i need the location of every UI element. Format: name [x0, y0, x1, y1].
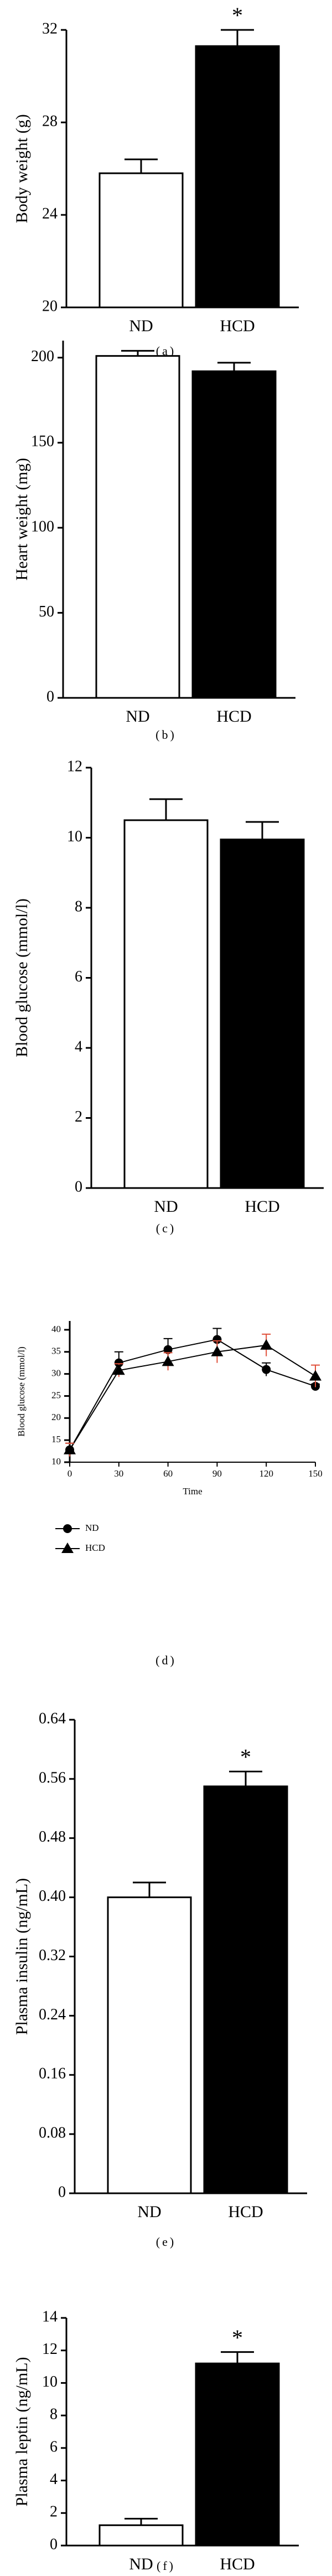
bar: [98, 2524, 184, 2547]
marker: [262, 1365, 271, 1374]
marker: [212, 1335, 222, 1344]
y-tick-label: 0.16: [39, 2065, 66, 2083]
x-tick-label: 0: [68, 1468, 72, 1479]
x-tick-label: 60: [163, 1468, 173, 1479]
line: [69, 1339, 316, 1451]
y-axis-title: Blood glucose (mmol/l): [13, 898, 31, 1057]
bar: [220, 839, 305, 1189]
x-tick-label: 90: [212, 1468, 222, 1479]
y-tick-label: 10: [42, 2373, 58, 2390]
legend-marker: [61, 1542, 74, 1553]
y-tick-label: 0.32: [39, 1947, 66, 1964]
marker: [163, 1345, 173, 1354]
marker: [112, 1364, 125, 1375]
bar: [123, 819, 209, 1189]
x-tick-label: ND: [129, 317, 153, 335]
marker: [162, 1355, 174, 1366]
y-tick-label: 6: [75, 968, 82, 985]
x-axis-title: Time: [183, 1486, 202, 1497]
x-tick-label: HCD: [245, 1197, 279, 1216]
y-tick-label: 50: [39, 603, 54, 620]
y-tick-label: 10: [67, 828, 82, 845]
bar: [195, 2362, 280, 2547]
annotation: *: [232, 3, 243, 28]
x-tick-label: HCD: [220, 2555, 255, 2573]
y-tick-label: 30: [51, 1368, 61, 1379]
y-axis-title: Heart weight (mg): [13, 458, 31, 581]
y-tick-label: 10: [51, 1456, 61, 1467]
y-tick-label: 0.64: [39, 1710, 66, 1727]
bar: [98, 172, 184, 308]
bar: [95, 355, 180, 699]
y-tick-label: 4: [75, 1038, 82, 1055]
marker: [260, 1339, 273, 1350]
y-tick-label: 12: [67, 758, 82, 775]
bar: [191, 370, 277, 699]
y-tick-label: 15: [51, 1434, 61, 1444]
annotation: *: [232, 2325, 243, 2350]
panel-label: (c): [156, 1221, 176, 1235]
y-axis-title: Blood glucose (mmol/l): [16, 1346, 27, 1436]
annotation: *: [240, 1745, 251, 1770]
y-tick-label: 8: [75, 898, 82, 915]
x-tick-label: 150: [308, 1468, 323, 1479]
y-tick-label: 20: [42, 297, 58, 315]
y-tick-label: 0.48: [39, 1828, 66, 1845]
line: [69, 1344, 316, 1451]
y-tick-label: 0.08: [39, 2125, 66, 2142]
marker: [64, 1443, 76, 1454]
x-tick-label: HCD: [220, 317, 255, 335]
x-tick-label: 30: [114, 1468, 123, 1479]
y-axis-title: Plasma insulin (ng/mL): [13, 1878, 31, 2035]
x-tick-label: ND: [137, 2203, 161, 2221]
y-tick-label: 35: [51, 1346, 61, 1356]
marker: [211, 1345, 224, 1356]
panel-label: (d): [155, 1653, 177, 1667]
y-tick-label: 200: [31, 348, 54, 365]
bar: [195, 45, 280, 308]
bar: [107, 1896, 192, 2194]
legend-marker: [63, 1524, 72, 1533]
y-tick-label: 2: [75, 1108, 82, 1125]
y-tick-label: 0: [58, 2183, 66, 2200]
y-tick-label: 6: [50, 2438, 58, 2455]
y-axis-title: Body weight (g): [13, 114, 31, 223]
y-tick-label: 28: [42, 112, 58, 130]
y-tick-label: 8: [50, 2406, 58, 2423]
bar: [203, 1785, 288, 2194]
y-tick-label: 0.40: [39, 1888, 66, 1905]
y-tick-label: 2: [50, 2503, 58, 2521]
y-tick-label: 0: [75, 1178, 82, 1195]
y-tick-label: 25: [51, 1390, 61, 1400]
marker: [309, 1370, 321, 1381]
panel-label: (f): [157, 2559, 175, 2573]
x-tick-label: 120: [259, 1468, 273, 1479]
marker: [114, 1358, 123, 1367]
y-tick-label: 20: [51, 1412, 61, 1422]
y-tick-label: 100: [31, 518, 54, 535]
y-tick-label: 24: [42, 205, 58, 222]
y-tick-label: 0.24: [39, 2006, 66, 2023]
x-tick-label: HCD: [216, 707, 251, 726]
panel-label: (b): [155, 728, 177, 742]
y-axis-title: Plasma leptin (ng/mL): [13, 2357, 31, 2507]
legend-label: HCD: [85, 1542, 105, 1553]
y-tick-label: 4: [50, 2471, 58, 2488]
x-tick-label: ND: [129, 2555, 153, 2573]
x-tick-label: ND: [126, 707, 149, 726]
y-tick-label: 14: [42, 2308, 58, 2325]
legend-label: ND: [85, 1523, 99, 1533]
x-tick-label: ND: [154, 1197, 178, 1216]
y-tick-label: 12: [42, 2341, 58, 2358]
y-tick-label: 0: [50, 2536, 58, 2553]
y-tick-label: 150: [31, 433, 54, 450]
x-tick-label: HCD: [228, 2203, 263, 2221]
y-tick-label: 0: [46, 688, 54, 705]
y-tick-label: 40: [51, 1324, 61, 1334]
y-tick-label: 32: [42, 20, 58, 37]
y-tick-label: 0.56: [39, 1769, 66, 1786]
panel-label: (e): [156, 2235, 176, 2249]
